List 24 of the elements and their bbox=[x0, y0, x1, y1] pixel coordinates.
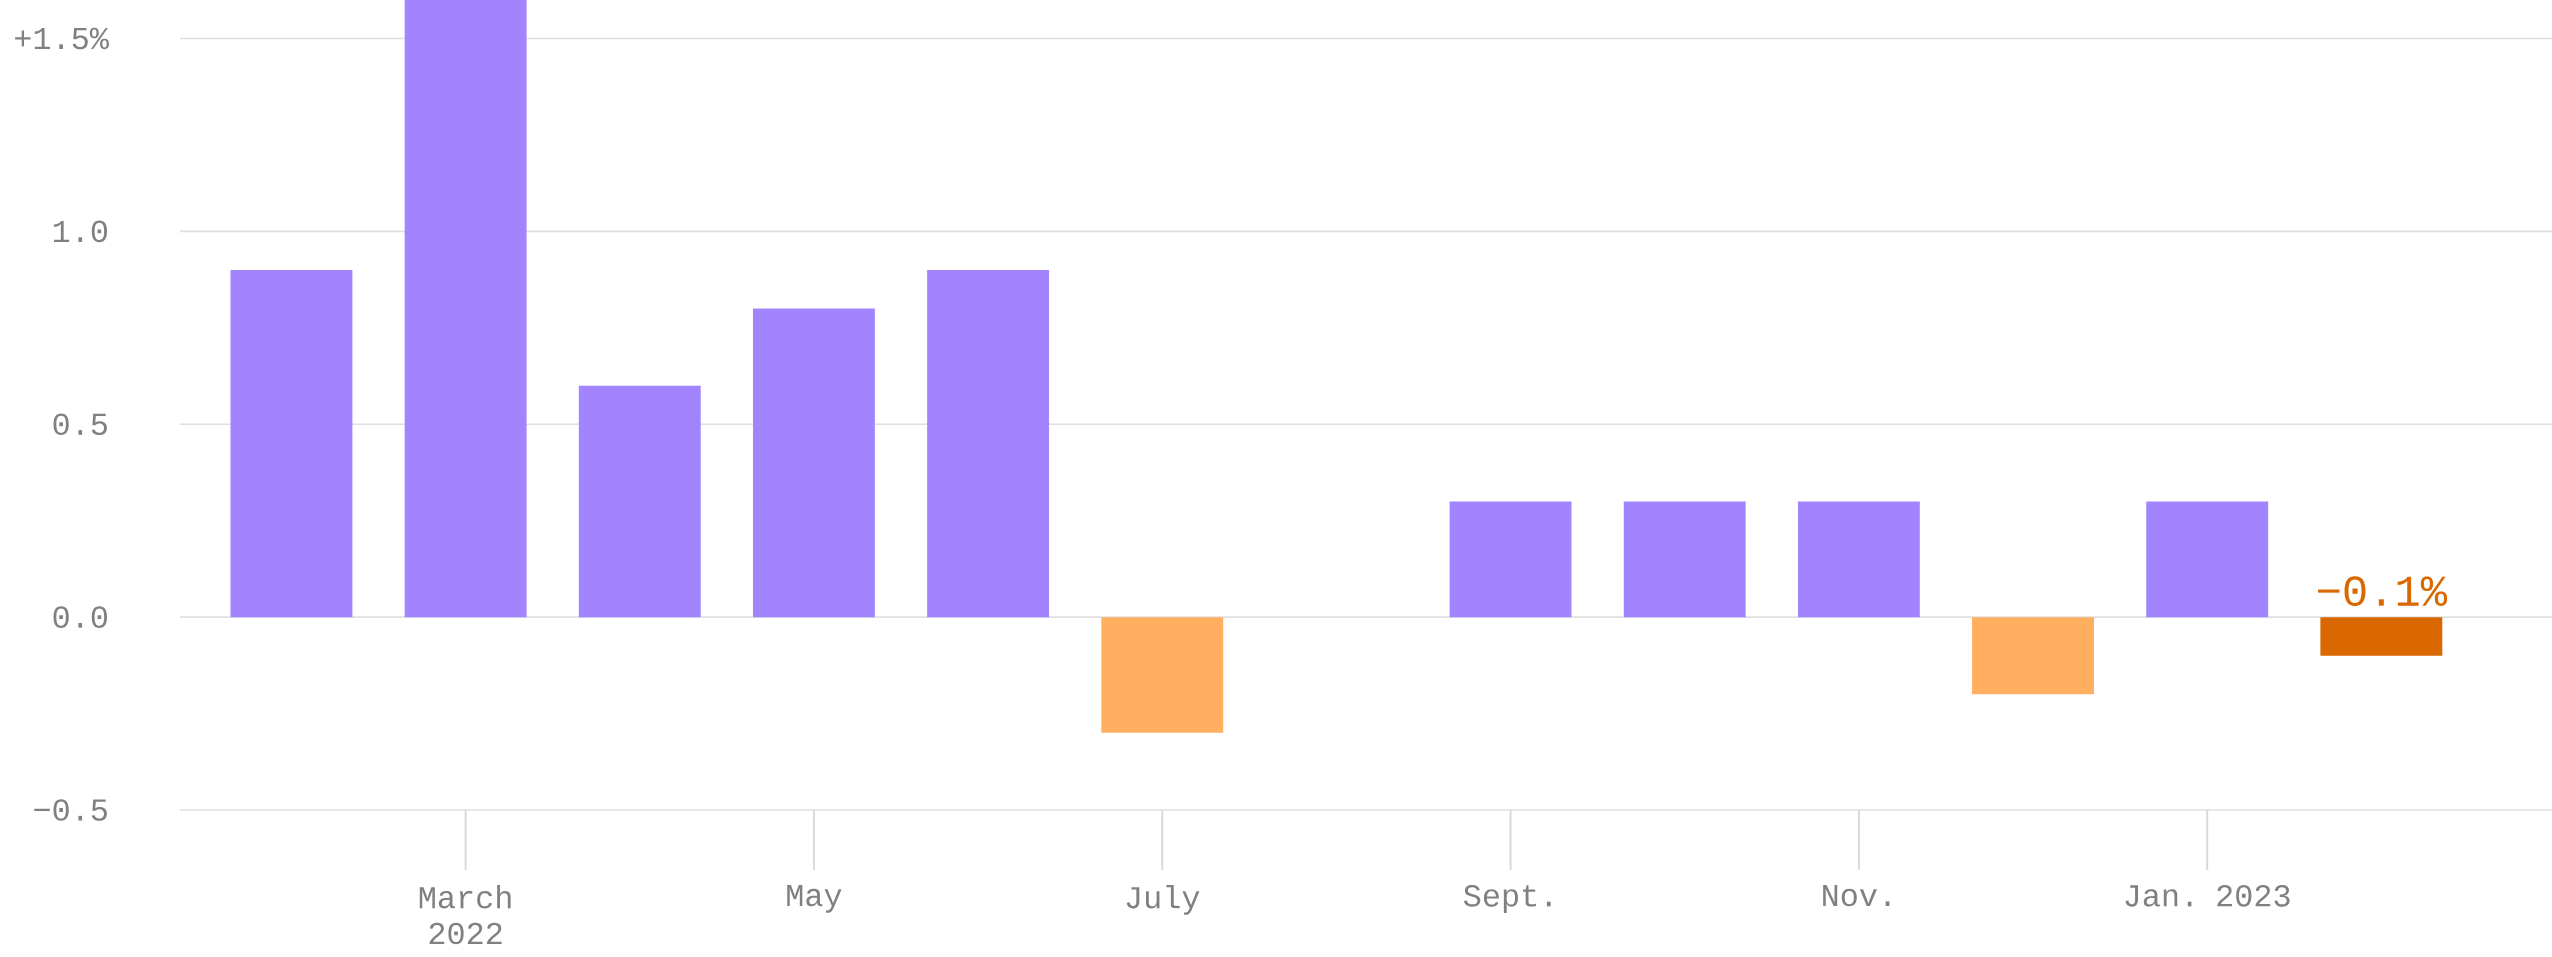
bar bbox=[404, 0, 527, 618]
bar bbox=[2146, 501, 2269, 618]
y-tick-label: 1.0 bbox=[53, 220, 107, 243]
bar bbox=[1449, 501, 1572, 618]
bar bbox=[578, 385, 701, 618]
y-tick-label: 0.0 bbox=[53, 606, 107, 628]
bar bbox=[1623, 501, 1746, 618]
bar bbox=[230, 270, 353, 618]
x-tick-label: July bbox=[1126, 885, 1200, 915]
x-tick-label: Jan. 2023 bbox=[2125, 885, 2290, 907]
data-label: −0.1% bbox=[2318, 576, 2448, 607]
x-tick-label: March 2022 bbox=[419, 885, 511, 945]
y-tick-label: +1.5% bbox=[15, 27, 109, 50]
y-tick-label: 0.5 bbox=[53, 413, 107, 436]
bar bbox=[1972, 617, 2094, 695]
bar bbox=[927, 270, 1050, 618]
bar bbox=[1101, 617, 1224, 733]
y-tick-label: −0.5 bbox=[34, 799, 107, 821]
bar bbox=[2320, 617, 2443, 656]
bar bbox=[1797, 501, 1920, 618]
bar bbox=[752, 308, 875, 618]
x-tick-label: Nov. bbox=[1823, 885, 1890, 907]
x-tick-label: May bbox=[787, 885, 842, 913]
x-tick-label: Sept. bbox=[1463, 885, 1551, 913]
